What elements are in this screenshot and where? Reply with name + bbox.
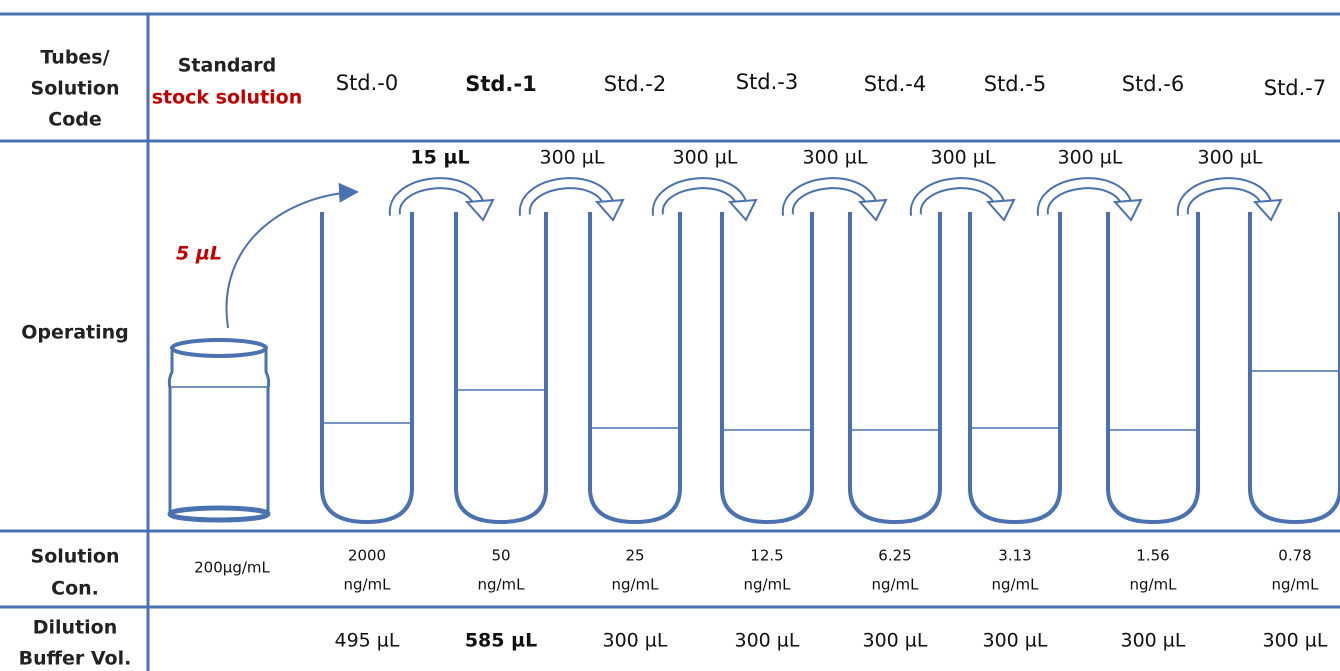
row-header: Buffer Vol. [19, 648, 132, 670]
tube [720, 212, 814, 525]
buffer-volume: 300 µL [1121, 630, 1186, 652]
concentration-unit: ng/mL [1271, 576, 1319, 594]
tube-code: Std.-4 [864, 72, 927, 96]
concentration: 50 [491, 547, 510, 565]
tube [968, 212, 1062, 525]
transfer-arrow-body [390, 179, 483, 216]
stock-bottle [167, 182, 359, 523]
tube-code: Std.-1 [465, 72, 537, 96]
concentration: 6.25 [878, 547, 911, 565]
tube [588, 212, 682, 525]
transfer-volume: 300 µL [931, 147, 996, 169]
concentration-unit: ng/mL [611, 576, 659, 594]
stock-label: stock solution [152, 87, 303, 109]
transfer-volume: 300 µL [673, 147, 738, 169]
tube-code: Std.-6 [1122, 72, 1185, 96]
transfer-volume: 300 µL [1198, 147, 1263, 169]
row-header: Dilution [33, 617, 118, 639]
tube [454, 212, 548, 525]
transfer-volume: 300 µL [540, 147, 605, 169]
concentration-unit: ng/mL [477, 576, 525, 594]
tube-code: Std.-7 [1264, 76, 1327, 100]
concentration-unit: ng/mL [343, 576, 391, 594]
concentration: 2000 [348, 547, 386, 565]
transfer-arrow-head [727, 198, 758, 222]
concentration: 25 [625, 547, 644, 565]
transfer-arrow-head [464, 198, 495, 222]
transfer-arrow-head [1112, 198, 1143, 222]
tube [848, 212, 942, 525]
transfer-arrow-head [985, 198, 1016, 222]
transfer-arrow-head [857, 198, 888, 222]
row-header: Tubes/ [40, 47, 109, 69]
transfer-arrow-body [783, 179, 876, 216]
transfer-arrow-body [1178, 179, 1271, 216]
stock-concentration: 200µg/mL [194, 559, 270, 577]
buffer-volume: 495 µL [335, 630, 400, 652]
transfer-arrow-head [1252, 198, 1283, 222]
tube-code: Std.-2 [604, 72, 667, 96]
concentration: 12.5 [750, 547, 783, 565]
stock-label: Standard [178, 55, 277, 77]
buffer-volume: 585 µL [465, 630, 537, 652]
tube [1106, 212, 1200, 525]
grid-lines [0, 12, 1340, 671]
transfer-volume: 300 µL [803, 147, 868, 169]
transfer-volume: 300 µL [1058, 147, 1123, 169]
row-header: Solution [31, 78, 120, 100]
buffer-volume: 300 µL [863, 630, 928, 652]
concentration-unit: ng/mL [743, 576, 791, 594]
transfer-arrow-body [1038, 179, 1131, 216]
row-header: Code [48, 109, 101, 131]
transfer-volume: 15 µL [410, 147, 469, 169]
buffer-volume: 300 µL [1263, 630, 1328, 652]
buffer-volume: 300 µL [735, 630, 800, 652]
concentration: 0.78 [1278, 547, 1311, 565]
concentration-unit: ng/mL [871, 576, 919, 594]
transfer-arrow-body [911, 179, 1004, 216]
tube-code: Std.-0 [336, 71, 399, 95]
tube-code: Std.-3 [736, 70, 799, 94]
tube-code: Std.-5 [984, 72, 1047, 96]
transfer-arrow-head [594, 198, 625, 222]
buffer-volume: 300 µL [603, 630, 668, 652]
tube [1248, 212, 1340, 525]
row-header: Operating [21, 322, 129, 344]
row-header: Con. [51, 578, 99, 600]
tube [320, 212, 414, 525]
stock-transfer: 5 µL [176, 243, 222, 265]
concentration: 1.56 [1136, 547, 1169, 565]
transfer-arrow-body [520, 179, 613, 216]
concentration-unit: ng/mL [991, 576, 1039, 594]
buffer-volume: 300 µL [983, 630, 1048, 652]
concentration-unit: ng/mL [1129, 576, 1177, 594]
row-headers: Tubes/ Solution Code Operating Solution … [19, 47, 303, 670]
transfer-arrow-body [653, 179, 746, 216]
concentration: 3.13 [998, 547, 1031, 565]
row-header: Solution [31, 546, 120, 568]
